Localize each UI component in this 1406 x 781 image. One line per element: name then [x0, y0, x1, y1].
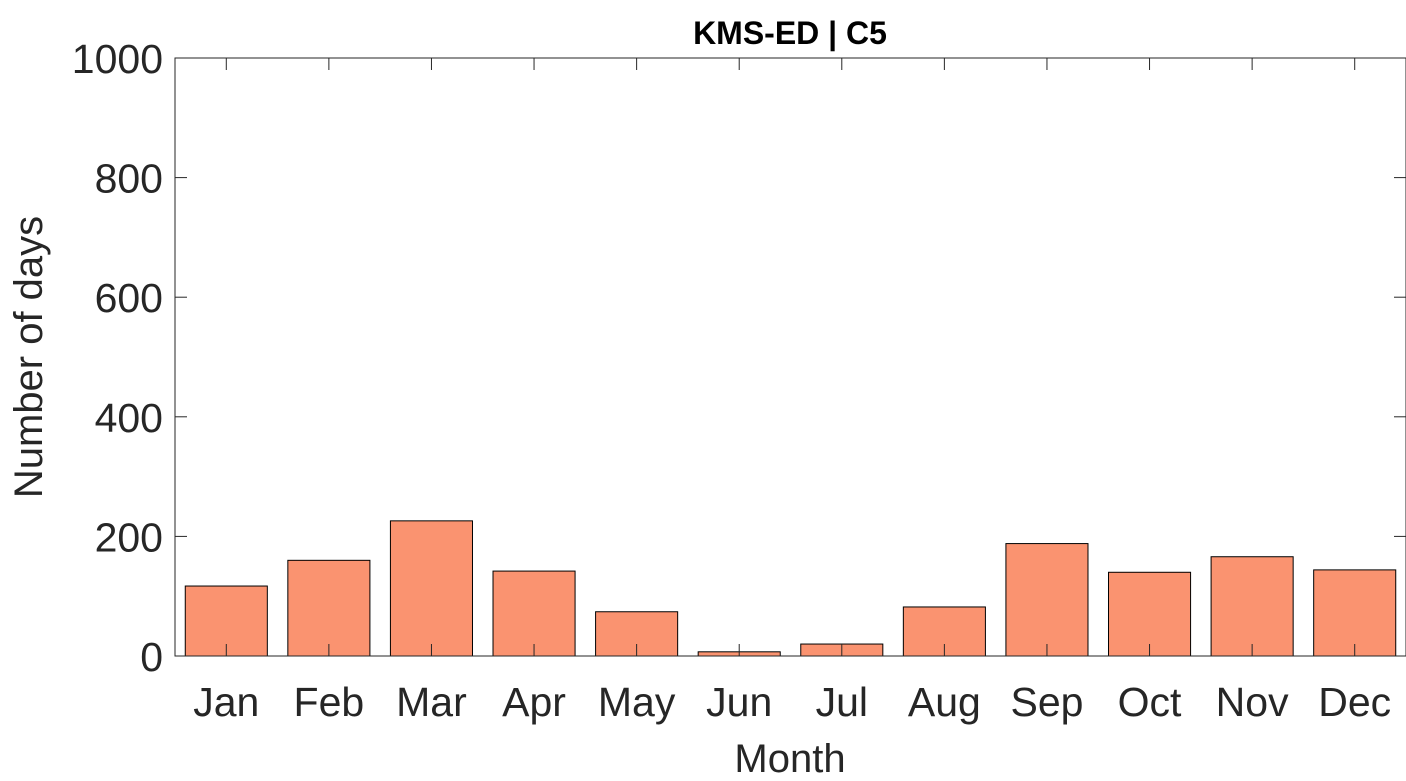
- x-tick-label-dec: Dec: [1318, 679, 1391, 725]
- y-tick-label: 1000: [72, 36, 163, 82]
- y-axis-label: Number of days: [7, 216, 51, 498]
- bar-nov: [1210, 556, 1294, 657]
- x-tick-label-aug: Aug: [908, 679, 981, 725]
- axes-box: [174, 57, 1406, 657]
- x-tick-label-may: May: [598, 679, 676, 725]
- y-axis-ticks: 0 200 400 600 800 1000: [72, 36, 1406, 680]
- bar-sep: [1005, 543, 1089, 657]
- bar-mar: [389, 520, 473, 657]
- x-tick-label-feb: Feb: [294, 679, 365, 725]
- x-tick-label-jun: Jun: [706, 679, 772, 725]
- x-tick-label-jan: Jan: [193, 679, 259, 725]
- y-tick-label: 400: [95, 395, 163, 441]
- y-tick-label: 600: [95, 275, 163, 321]
- bar-dec: [1313, 569, 1397, 657]
- x-tick-label-sep: Sep: [1010, 679, 1083, 725]
- y-tick-label: 800: [95, 156, 163, 202]
- x-tick-label-mar: Mar: [396, 679, 467, 725]
- bars-group: [184, 520, 1397, 657]
- bar-oct: [1108, 571, 1192, 657]
- axes-frame: [174, 57, 1406, 657]
- bar-apr: [492, 570, 576, 657]
- y-tick-label: 0: [140, 634, 163, 680]
- x-tick-label-nov: Nov: [1216, 679, 1289, 725]
- x-axis-ticks: Jan Feb Mar Apr May Jun Jul Aug Sep Oct Nov Dec: [193, 58, 1391, 725]
- x-tick-label-jul: Jul: [816, 679, 868, 725]
- y-tick-label: 200: [95, 514, 163, 560]
- bar-feb: [287, 559, 371, 657]
- chart-title: KMS-ED | C5: [693, 15, 887, 51]
- x-tick-label-oct: Oct: [1118, 679, 1182, 725]
- x-axis-label: Month: [734, 737, 845, 781]
- x-tick-label-apr: Apr: [502, 679, 566, 725]
